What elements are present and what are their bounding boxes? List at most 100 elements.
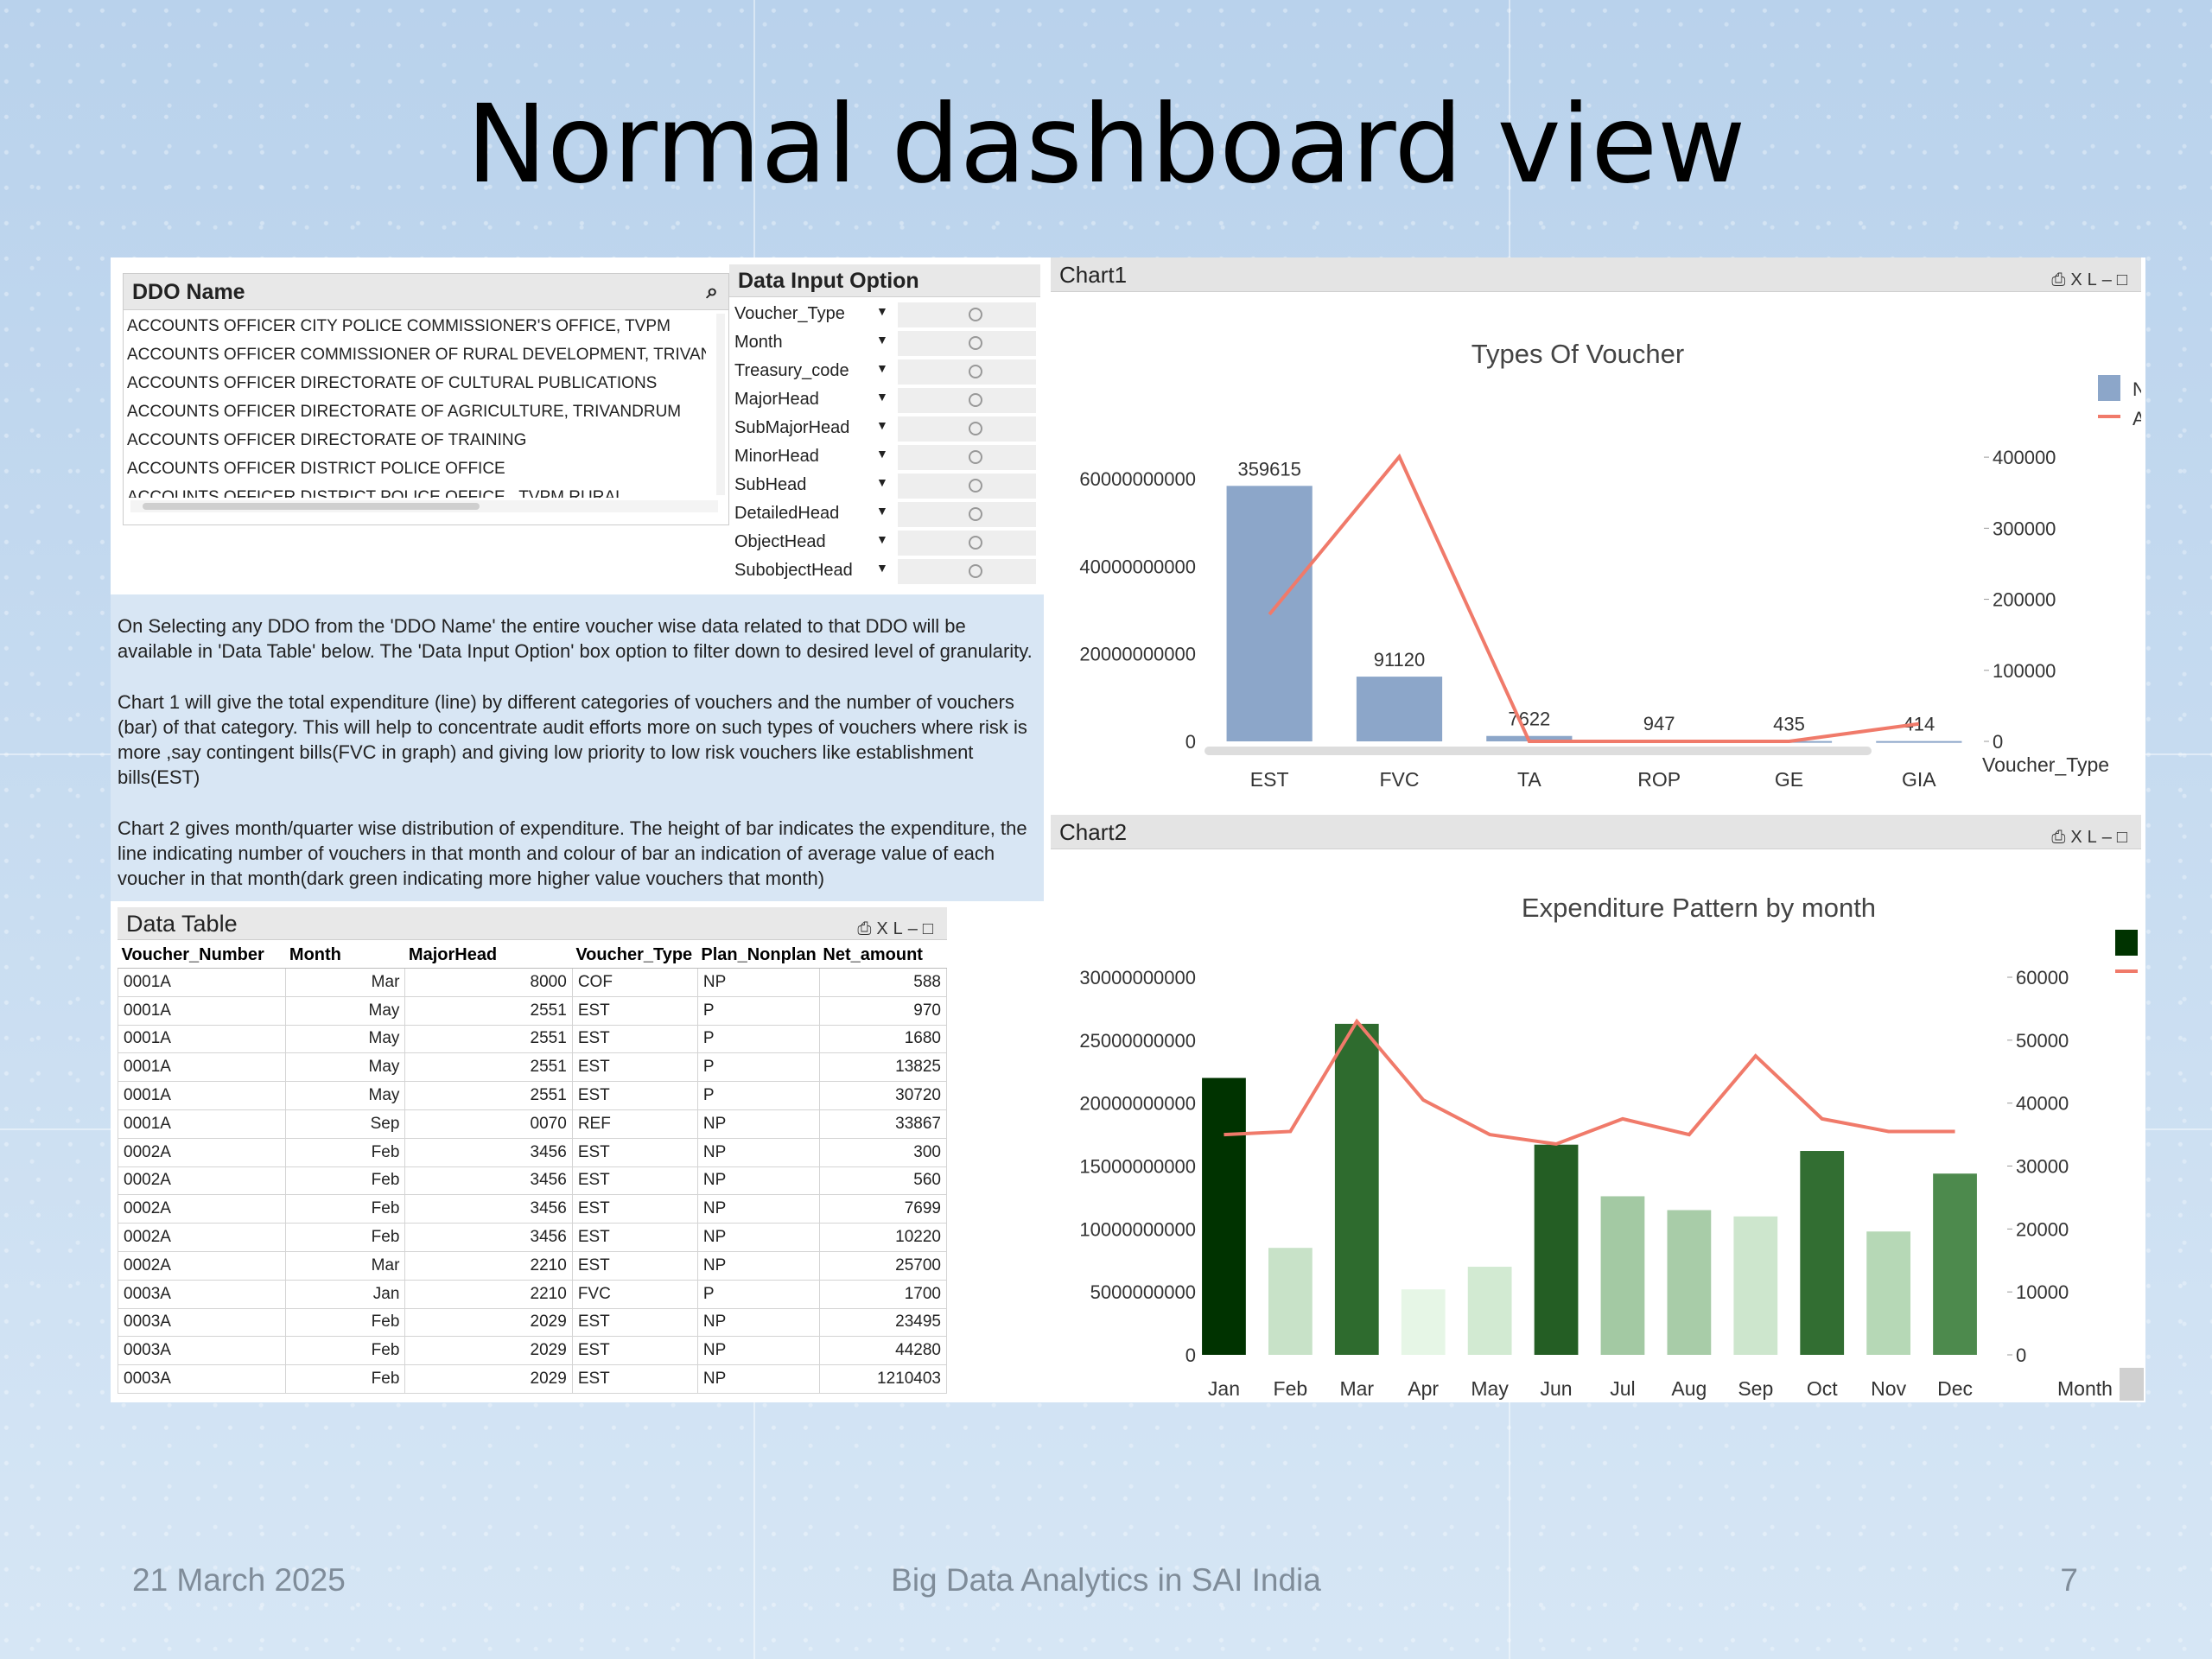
table-cell: NP <box>696 1307 820 1338</box>
data-input-value-cell[interactable] <box>898 474 1036 499</box>
table-cell: 560 <box>818 1166 948 1196</box>
column-header[interactable]: Month <box>285 942 405 969</box>
radio-button[interactable] <box>969 564 982 578</box>
table-row[interactable]: 0001A May 2551 EST P 1680 <box>117 1024 948 1054</box>
ddo-listbox[interactable]: DDO Name ⌕ ACCOUNTS OFFICER CITY POLICE … <box>123 273 729 525</box>
column-header[interactable]: Voucher_Number <box>118 942 286 969</box>
data-input-row[interactable]: MinorHead ▼ <box>729 443 1036 472</box>
data-input-row[interactable]: Voucher_Type ▼ <box>729 301 1036 329</box>
minimize-icon[interactable]: ‒ <box>2101 270 2117 289</box>
list-item[interactable]: ACCOUNTS OFFICER DISTRICT POLICE OFFICE … <box>127 488 625 498</box>
bar <box>1866 1231 1911 1355</box>
table-row[interactable]: 0002A Feb 3456 EST NP 7699 <box>117 1194 948 1224</box>
table-row[interactable]: 0002A Feb 3456 EST NP 300 <box>117 1137 948 1167</box>
dropdown-arrow-icon[interactable]: ▼ <box>876 504 888 518</box>
list-item[interactable]: ACCOUNTS OFFICER DIRECTORATE OF AGRICULT… <box>127 403 682 421</box>
data-input-value-cell[interactable] <box>898 331 1036 356</box>
data-input-row[interactable]: Month ▼ <box>729 329 1036 358</box>
vertical-scrollbar[interactable] <box>716 314 725 495</box>
column-header[interactable]: MajorHead <box>404 942 573 969</box>
table-row[interactable]: 0003A Feb 2029 EST NP 44280 <box>117 1336 948 1366</box>
data-input-value-cell[interactable] <box>898 559 1036 584</box>
minimize-icon[interactable]: ‒ <box>907 919 923 938</box>
dropdown-arrow-icon[interactable]: ▼ <box>876 447 888 461</box>
data-input-value-cell[interactable] <box>898 416 1036 442</box>
excel-export-icon[interactable]: XL <box>876 919 908 938</box>
table-cell: 2551 <box>404 1052 573 1083</box>
search-icon[interactable]: ⌕ <box>706 280 718 303</box>
print-icon[interactable]: ⎙ <box>2051 828 2071 847</box>
radio-button[interactable] <box>969 365 982 378</box>
data-input-value-cell[interactable] <box>898 531 1036 556</box>
table-cell: EST <box>571 1250 698 1281</box>
data-table: Voucher_Number Month MajorHead Voucher_Type… <box>117 942 948 1394</box>
table-cell: Feb <box>285 1194 406 1224</box>
data-input-value-cell[interactable] <box>898 359 1036 385</box>
dropdown-arrow-icon[interactable]: ▼ <box>876 304 888 318</box>
radio-button[interactable] <box>969 450 982 464</box>
maximize-icon[interactable]: □ <box>2116 828 2133 847</box>
radio-button[interactable] <box>969 479 982 493</box>
data-input-value-cell[interactable] <box>898 502 1036 527</box>
data-input-value-cell[interactable] <box>898 388 1036 413</box>
minimize-icon[interactable]: ‒ <box>2101 828 2117 847</box>
table-row[interactable]: 0001A May 2551 EST P 13825 <box>117 1052 948 1083</box>
table-row[interactable]: 0001A May 2551 EST P 970 <box>117 995 948 1026</box>
dashboard-scrollbar[interactable] <box>2120 1368 2144 1401</box>
radio-button[interactable] <box>969 308 982 321</box>
data-input-value-cell[interactable] <box>898 445 1036 470</box>
table-row[interactable]: 0002A Feb 3456 EST NP 560 <box>117 1166 948 1196</box>
table-row[interactable]: 0002A Mar 2210 EST NP 25700 <box>117 1250 948 1281</box>
table-row[interactable]: 0003A Feb 2029 EST NP 1210403 <box>117 1364 948 1394</box>
table-row[interactable]: 0003A Jan 2210 FVC P 1700 <box>117 1279 948 1309</box>
column-header[interactable]: Net_amount <box>819 942 947 969</box>
y2-axis-tick-label: 60000 <box>2016 967 2069 988</box>
column-header[interactable]: Voucher_Type <box>572 942 698 969</box>
x-axis-tick-label: ROP <box>1637 768 1681 791</box>
data-input-row[interactable]: Treasury_code ▼ <box>729 358 1036 386</box>
legend-label: Amount <box>2133 408 2141 429</box>
radio-button[interactable] <box>969 507 982 521</box>
table-row[interactable]: 0003A Feb 2029 EST NP 23495 <box>117 1307 948 1338</box>
table-row[interactable]: 0001A Mar 8000 COF NP 588 <box>117 968 948 997</box>
table-cell: 2210 <box>404 1279 573 1309</box>
data-input-row[interactable]: DetailedHead ▼ <box>729 500 1036 529</box>
radio-button[interactable] <box>969 336 982 350</box>
excel-export-icon[interactable]: XL <box>2070 270 2102 289</box>
maximize-icon[interactable]: □ <box>2116 270 2133 289</box>
radio-button[interactable] <box>969 422 982 435</box>
list-item[interactable]: ACCOUNTS OFFICER CITY POLICE COMMISSIONE… <box>127 317 671 335</box>
dropdown-arrow-icon[interactable]: ▼ <box>876 532 888 546</box>
y-axis-tick-label: 20000000000 <box>1079 1093 1196 1115</box>
dropdown-arrow-icon[interactable]: ▼ <box>876 361 888 375</box>
table-row[interactable]: 0002A Feb 3456 EST NP 10220 <box>117 1223 948 1252</box>
print-icon[interactable]: ⎙ <box>2051 270 2071 289</box>
scrollbar-thumb[interactable] <box>143 503 480 510</box>
data-input-value-cell[interactable] <box>898 302 1036 327</box>
data-input-row[interactable]: ObjectHead ▼ <box>729 529 1036 557</box>
horizontal-scrollbar[interactable] <box>130 500 718 512</box>
dropdown-arrow-icon[interactable]: ▼ <box>876 475 888 489</box>
maximize-icon[interactable]: □ <box>922 919 938 938</box>
column-header[interactable]: Plan_Nonplan <box>697 942 820 969</box>
data-input-row[interactable]: SubobjectHead ▼ <box>729 557 1036 586</box>
table-cell: May <box>285 1024 406 1054</box>
data-input-row[interactable]: MajorHead ▼ <box>729 386 1036 415</box>
print-icon[interactable]: ⎙ <box>857 919 877 938</box>
excel-export-icon[interactable]: XL <box>2070 828 2102 847</box>
list-item[interactable]: ACCOUNTS OFFICER DIRECTORATE OF CULTURAL… <box>127 374 658 392</box>
data-input-row[interactable]: SubHead ▼ <box>729 472 1036 500</box>
dropdown-arrow-icon[interactable]: ▼ <box>876 561 888 575</box>
list-item[interactable]: ACCOUNTS OFFICER COMMISSIONER OF RURAL D… <box>127 346 706 364</box>
table-row[interactable]: 0001A Sep 0070 REF NP 33867 <box>117 1109 948 1139</box>
list-item[interactable]: ACCOUNTS OFFICER DISTRICT POLICE OFFICE <box>127 460 505 478</box>
table-cell: 2029 <box>404 1336 573 1366</box>
dropdown-arrow-icon[interactable]: ▼ <box>876 390 888 404</box>
list-item[interactable]: ACCOUNTS OFFICER DIRECTORATE OF TRAINING <box>127 431 527 449</box>
table-row[interactable]: 0001A May 2551 EST P 30720 <box>117 1081 948 1110</box>
radio-button[interactable] <box>969 393 982 407</box>
data-input-row[interactable]: SubMajorHead ▼ <box>729 415 1036 443</box>
dropdown-arrow-icon[interactable]: ▼ <box>876 418 888 432</box>
dropdown-arrow-icon[interactable]: ▼ <box>876 333 888 346</box>
radio-button[interactable] <box>969 536 982 550</box>
